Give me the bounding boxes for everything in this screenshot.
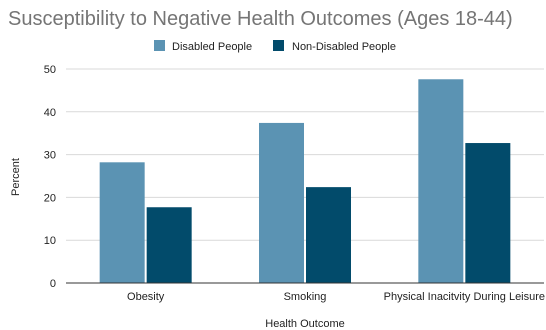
bar-disabled-3	[418, 79, 464, 283]
y-tick-label: 30	[44, 150, 56, 162]
y-axis-label: Percent	[10, 158, 22, 196]
x-tick-label: Obesity	[127, 291, 165, 303]
bar-non-disabled-2	[306, 187, 351, 283]
chart-title: Susceptibility to Negative Health Outcom…	[8, 8, 513, 30]
y-tick-label: 50	[44, 64, 56, 76]
bar-non-disabled-1	[146, 207, 192, 283]
x-tick-label: Smoking	[284, 291, 327, 303]
bar-non-disabled-3	[465, 143, 511, 283]
legend-swatch-non-disabled	[273, 40, 284, 51]
x-axis-ticks: Obesity Smoking Physical Inacitvity During…	[127, 291, 545, 303]
y-tick-label: 10	[44, 235, 56, 247]
legend-label-disabled: Disabled People	[172, 41, 252, 53]
bars	[99, 79, 511, 283]
legend-swatch-disabled	[154, 40, 165, 51]
x-axis-label: Health Outcome	[265, 318, 344, 330]
legend: Disabled People Non-Disabled People	[154, 40, 396, 53]
bar-disabled-1	[99, 162, 145, 283]
legend-label-non-disabled: Non-Disabled People	[292, 41, 396, 53]
gridlines	[66, 68, 544, 241]
y-axis-ticks: 0 10 20 30 40 50	[44, 64, 56, 290]
x-tick-label: Physical Inacitvity During Leisure	[384, 291, 545, 303]
y-tick-label: 20	[44, 192, 56, 204]
y-tick-label: 40	[44, 107, 56, 119]
y-tick-label: 0	[50, 278, 56, 290]
bar-disabled-2	[259, 122, 304, 283]
